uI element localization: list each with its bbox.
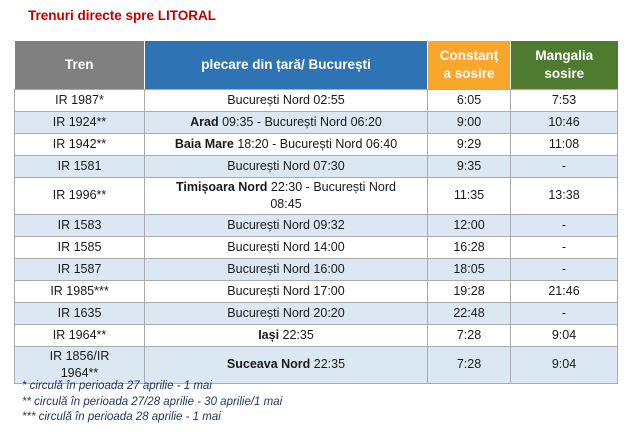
departure-cell: Baia Mare 18:20 - București Nord 06:40 (144, 133, 428, 156)
mangalia-arrival-cell: 9:04 (510, 345, 618, 384)
departure-cell: Iași 22:35 (144, 323, 428, 347)
train-cell: IR 1583 (14, 213, 145, 237)
departure-cell: București Nord 09:32 (144, 213, 428, 237)
mangalia-arrival-cell: - (510, 213, 618, 237)
mangalia-arrival-cell: - (510, 235, 618, 259)
train-cell: IR 1964** (14, 323, 145, 347)
departure-cell: București Nord 07:30 (144, 155, 428, 178)
train-cell: IR 1587 (14, 257, 145, 281)
departure-city-bold: Suceava Nord (226, 357, 311, 372)
table-row: IR 1964** Iași 22:35 7:28 9:04 (14, 323, 618, 347)
constanta-arrival-cell: 22:48 (427, 301, 511, 325)
train-cell: IR 1996** (14, 177, 145, 215)
mangalia-arrival-cell: - (510, 155, 618, 178)
departure-cell: Suceava Nord 22:35 (144, 345, 428, 384)
page-title: Trenuri directe spre LITORAL (28, 8, 217, 23)
col-header-tren-label: Tren (64, 56, 94, 72)
departure-city-bold: Iași (258, 327, 280, 342)
mangalia-arrival-cell: 7:53 (510, 89, 618, 112)
constanta-arrival-cell: 9:29 (427, 133, 511, 156)
col-header-plecare: plecare din țară/ București (144, 40, 428, 90)
footnotes: * circulă în perioada 27 aprilie - 1 mai… (22, 379, 282, 426)
footnote-2: ** circulă în perioada 27/28 aprilie - 3… (22, 395, 283, 408)
table-row: IR 1996** Timișoara Nord 22:30 - Bucureșt… (14, 177, 618, 215)
col-header-tren: Tren (14, 40, 145, 90)
departure-cell: București Nord 20:20 (144, 301, 428, 325)
constanta-arrival-cell: 16:28 (427, 235, 511, 259)
col-header-mangalia: Mangalia sosire (510, 40, 618, 90)
train-schedule-table: Tren plecare din țară/ București Constan… (14, 40, 618, 384)
departure-city-bold: Timișoara Nord (175, 180, 268, 194)
header-row: Tren plecare din țară/ București Constan… (14, 40, 618, 90)
departure-city-bold: Baia Mare (174, 137, 234, 152)
constanta-arrival-cell: 11:35 (427, 177, 511, 215)
col-header-plecare-label: plecare din țară/ București (201, 56, 371, 72)
departure-cell: București Nord 14:00 (144, 235, 428, 259)
mangalia-arrival-cell: - (510, 257, 618, 281)
constanta-arrival-cell: 7:28 (427, 323, 511, 347)
table-row: IR 1585 București Nord 14:00 16:28- (14, 235, 618, 259)
departure-cell: București Nord 16:00 (144, 257, 428, 281)
col-header-mangalia-line2: sosire (544, 66, 585, 81)
table-row: IR 1924** Arad 09:35 - București Nord 06:… (14, 111, 618, 134)
col-header-constanta-line2: a sosire (443, 66, 495, 81)
constanta-arrival-cell: 9:35 (427, 155, 511, 178)
mangalia-arrival-cell: 13:38 (510, 177, 618, 215)
mangalia-arrival-cell: 11:08 (510, 133, 618, 156)
departure-cell: București Nord 17:00 (144, 279, 428, 303)
mangalia-arrival-cell: - (510, 301, 618, 325)
constanta-arrival-cell: 12:00 (427, 213, 511, 237)
train-cell: IR 1856/IR 1964** (14, 345, 145, 384)
col-header-constanta: Constanț a sosire (427, 40, 511, 90)
constanta-arrival-cell: 18:05 (427, 257, 511, 281)
table-row: IR 1583 București Nord 09:32 12:00- (14, 213, 618, 237)
train-cell: IR 1924** (14, 111, 145, 134)
departure-city-bold: Arad (190, 115, 219, 130)
departure-cell: Timișoara Nord 22:30 - București Nord 08:… (144, 177, 428, 215)
train-cell: IR 1942** (14, 133, 145, 156)
table-row: IR 1985*** București Nord 17:00 19:28 21:46 (14, 279, 618, 303)
constanta-arrival-cell: 7:28 (427, 345, 511, 384)
train-cell: IR 1985*** (14, 279, 145, 303)
train-cell: IR 1581 (14, 155, 145, 178)
mangalia-arrival-cell: 9:04 (510, 323, 618, 347)
footnote-1: * circulă în perioada 27 aprilie - 1 mai (22, 380, 212, 392)
table-row: IR 1581 București Nord 07:30 9:35- (14, 155, 618, 178)
table-row: IR 1987* București Nord 02:55 6:05 7:53 (14, 89, 618, 112)
col-header-mangalia-line1: Mangalia (535, 47, 594, 63)
train-cell: IR 1635 (14, 301, 145, 325)
table-row: IR 1635 București Nord 20:20 22:48- (14, 301, 618, 325)
train-cell: IR 1585 (14, 235, 145, 259)
col-header-constanta-line1: Constanț (439, 47, 499, 63)
table-row: IR 1587 București Nord 16:00 18:05- (14, 257, 618, 281)
table-row: IR 1856/IR 1964** Suceava Nord 22:35 7:28 9:… (14, 345, 618, 384)
table-body: IR 1987* București Nord 02:55 6:05 7:53 IR 1… (14, 89, 618, 384)
constanta-arrival-cell: 6:05 (427, 89, 511, 112)
footnote-3: *** circulă în perioada 28 aprilie - 1 m… (22, 411, 221, 423)
table-row: IR 1942** Baia Mare 18:20 - București Nor… (14, 133, 618, 156)
constanta-arrival-cell: 19:28 (427, 279, 511, 303)
train-cell: IR 1987* (14, 89, 145, 112)
departure-cell: București Nord 02:55 (144, 89, 428, 112)
mangalia-arrival-cell: 10:46 (510, 111, 618, 134)
table-header: Tren plecare din țară/ București Constan… (14, 40, 618, 90)
mangalia-arrival-cell: 21:46 (510, 279, 618, 303)
departure-cell: Arad 09:35 - București Nord 06:20 (144, 111, 428, 134)
constanta-arrival-cell: 9:00 (427, 111, 511, 134)
